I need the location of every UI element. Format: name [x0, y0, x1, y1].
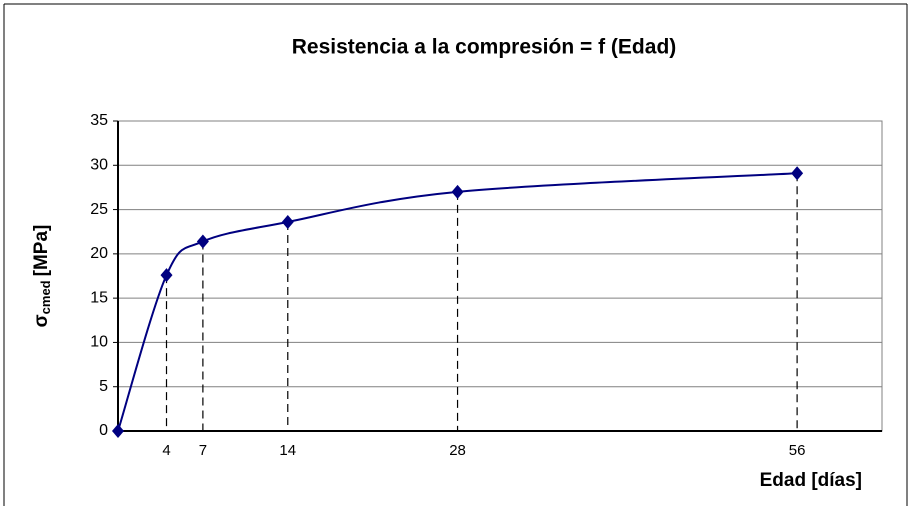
x-tick-label: 4 [162, 442, 170, 459]
y-axis-label: σcmed [MPa] [31, 225, 53, 328]
x-tick-label: 28 [449, 442, 466, 459]
data-point [112, 424, 124, 438]
y-tick-label: 10 [90, 334, 108, 351]
x-tick-label: 56 [789, 442, 806, 459]
y-tick-label: 20 [90, 245, 108, 262]
x-tick-label: 7 [199, 442, 207, 459]
x-tick-label: 14 [279, 442, 296, 459]
y-tick-label: 5 [99, 378, 108, 395]
y-tick-label: 15 [90, 289, 108, 306]
x-axis-label: Edad [días] [760, 470, 862, 491]
y-tick-label: 30 [90, 157, 108, 174]
y-label-sub: cmed [38, 280, 53, 314]
y-label-symbol: σ [31, 314, 52, 327]
data-point [281, 214, 294, 229]
data-point [196, 234, 209, 249]
data-point [160, 268, 173, 283]
plot-area [117, 120, 883, 432]
chart-title: Resistencia a la compresión = f (Edad) [292, 36, 677, 59]
data-point [791, 166, 804, 181]
y-tick-label: 25 [90, 201, 108, 218]
y-tick-label: 0 [99, 422, 108, 439]
y-tick-label: 35 [90, 112, 108, 129]
data-point [451, 184, 464, 199]
y-label-unit: [MPa] [31, 225, 52, 277]
